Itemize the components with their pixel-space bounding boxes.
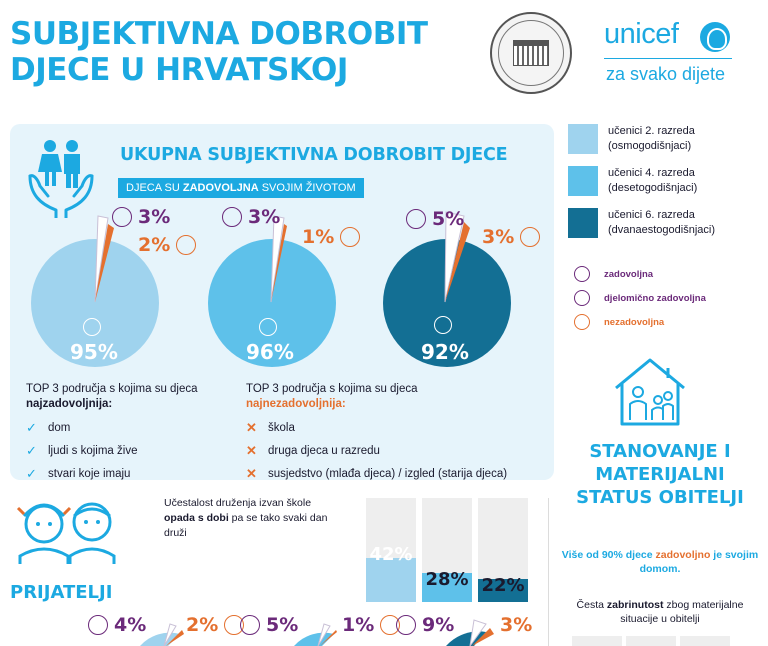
bar-value-label: 42% (369, 544, 413, 565)
neutral-face-icon (406, 209, 426, 229)
list-item: ✓ dom (26, 420, 71, 435)
smile-icon (434, 316, 452, 339)
divider (604, 58, 732, 59)
banner-text-post: SVOJIM ŽIVOTOM (258, 182, 356, 194)
legend-mood-satisfied: zadovoljna (574, 266, 653, 282)
legend-swatch-grade-4 (568, 166, 598, 196)
neutral-face-icon (222, 207, 242, 227)
sad-face-icon (176, 235, 197, 255)
smile-icon (83, 318, 101, 341)
check-icon: ✓ (26, 466, 37, 481)
friends-unsatisfied-grade-4: 1% (342, 614, 401, 636)
title-line-1: SUBJEKTIVNA DOBROBIT (10, 16, 428, 52)
pie-slices-grade-6 (444, 211, 470, 303)
unsatisfied-grade-2: 2% (138, 234, 197, 256)
list-item: ✕ susjedstvo (mlađa djeca) / izgled (star… (246, 466, 508, 481)
bar-value-label: 28% (425, 569, 469, 590)
sad-face-icon (574, 314, 590, 330)
check-icon: ✓ (26, 420, 37, 435)
top3-unsatisfied-heading: TOP 3 područja s kojima su djeca najneza… (246, 383, 418, 410)
top3-unsatisfied-list: ✕ škola ✕ druga djeca u razredu ✕ susjedstv… (246, 420, 507, 482)
friends-partly-grade-6: 9% (396, 614, 454, 636)
panel-title: UKUPNA SUBJEKTIVNA DOBROBIT DJECE (120, 145, 508, 165)
pie-value-grade-2: 95% (70, 340, 118, 364)
unsatisfied-grade-6: 3% (482, 226, 541, 248)
sad-face-icon (340, 227, 361, 247)
smile-icon (259, 318, 277, 341)
page-title: SUBJEKTIVNA DOBROBIT DJECE U HRVATSKOJ (10, 16, 470, 88)
legend-label-grade-2: učenici 2. razreda (osmogodišnjaci) (608, 125, 695, 152)
legend-swatch-grade-6 (568, 208, 598, 238)
sad-face-icon (520, 227, 541, 247)
housing-bar (626, 636, 676, 646)
partly-satisfied-grade-2: 3% (112, 206, 170, 228)
friends-statement: Učestalost druženja izvan škole opada s … (164, 497, 328, 539)
friends-unsatisfied-grade-2: 2% (186, 614, 245, 636)
pie-chart-grade-2 (31, 239, 159, 367)
bar (478, 579, 528, 602)
legend-mood-partly: djelomično zadovoljna (574, 290, 706, 306)
unicef-logo-text: unicef (604, 18, 679, 50)
banner-text-pre: DJECA SU (126, 182, 183, 194)
divider (548, 498, 549, 646)
smile-icon (574, 266, 590, 282)
title-line-2: DJECE U HRVATSKOJ (10, 52, 348, 88)
friends-partly-grade-4: 5% (240, 614, 298, 636)
friends-icon (16, 502, 116, 564)
pie-chart-grade-6 (383, 239, 511, 367)
university-seal-logo (490, 12, 572, 94)
pie-value-grade-4: 96% (246, 340, 294, 364)
legend-mood-unsatisfied: nezadovoljna (574, 314, 664, 330)
friends-partly-grade-2: 4% (88, 614, 146, 636)
friends-pie-grade-2 (140, 623, 184, 646)
housing-title: STANOVANJE I MATERIJALNI STATUS OBITELJI (576, 441, 744, 508)
friends-pie-grade-4 (294, 623, 337, 646)
neutral-face-icon (88, 615, 108, 635)
friends-title: PRIJATELJI (10, 582, 113, 603)
neutral-face-icon (240, 615, 260, 635)
top3-satisfied-list: ✓ dom ✓ ljudi s kojima žive ✓ stvari koje i… (26, 420, 137, 482)
friends-unsatisfied-grade-6: 3% (500, 614, 533, 636)
satisfaction-banner: DJECA SU ZADOVOLJNA SVOJIM ŽIVOTOM (118, 178, 364, 198)
list-item: ✓ stvari koje imaju (26, 466, 131, 481)
hands-children-icon (28, 140, 94, 218)
pie-slices-grade-2 (94, 215, 114, 303)
bar (422, 573, 472, 602)
unicef-globe-icon (700, 22, 730, 52)
legend-label-grade-4: učenici 4. razreda (desetogodišnjaci) (608, 167, 698, 194)
unsatisfied-grade-4: 1% (302, 226, 361, 248)
house-family-icon (615, 358, 685, 426)
unicef-tagline: za svako dijete (606, 64, 726, 84)
neutral-face-icon (396, 615, 416, 635)
x-icon: ✕ (246, 466, 257, 481)
list-item: ✕ druga djeca u razredu (246, 443, 380, 458)
housing-statement: Više od 90% djece zadovoljno je svojim d… (561, 549, 759, 575)
bar-value-label: 22% (481, 575, 525, 596)
pie-slices-grade-4 (270, 215, 287, 303)
housing-bar (572, 636, 622, 646)
top3-satisfied-heading: TOP 3 područja s kojima su djeca najzado… (26, 383, 198, 410)
pie-chart-grade-4 (208, 239, 336, 367)
legend-swatch-grade-2 (568, 124, 598, 154)
pie-value-grade-6: 92% (421, 340, 469, 364)
x-icon: ✕ (246, 443, 257, 458)
check-icon: ✓ (26, 443, 37, 458)
neutral-face-icon (574, 290, 590, 306)
housing-bar (680, 636, 730, 646)
list-item: ✓ ljudi s kojima žive (26, 443, 138, 458)
partly-satisfied-grade-4: 3% (222, 206, 280, 228)
friends-pie-grade-6 (446, 619, 494, 646)
bar (366, 558, 416, 602)
neutral-face-icon (112, 207, 132, 227)
x-icon: ✕ (246, 420, 257, 435)
housing-worry-statement: Česta zabrinutost zbog materijalne situa… (576, 599, 744, 625)
partly-satisfied-grade-6: 5% (406, 208, 464, 230)
legend-label-grade-6: učenici 6. razreda (dvanaestogodišnjaci) (608, 209, 716, 236)
list-item: ✕ škola (246, 420, 295, 435)
banner-text-bold: ZADOVOLJNA (182, 182, 259, 194)
